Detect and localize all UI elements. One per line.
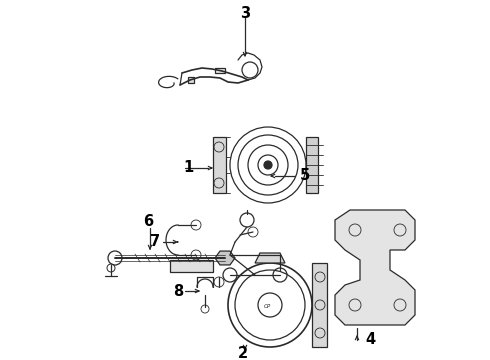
Text: 5: 5 [300, 168, 310, 184]
Text: 4: 4 [365, 333, 375, 347]
Text: CP: CP [264, 305, 270, 310]
Polygon shape [213, 137, 226, 193]
Text: 7: 7 [150, 234, 160, 249]
Polygon shape [255, 253, 285, 263]
Text: 3: 3 [240, 6, 250, 22]
Polygon shape [215, 68, 225, 73]
Polygon shape [188, 77, 194, 83]
Polygon shape [215, 251, 235, 265]
Text: 1: 1 [183, 161, 193, 175]
Polygon shape [335, 210, 415, 325]
Circle shape [264, 161, 272, 169]
Text: 2: 2 [238, 346, 248, 360]
Polygon shape [312, 263, 327, 347]
Polygon shape [170, 260, 213, 272]
Text: 6: 6 [143, 215, 153, 230]
Polygon shape [306, 137, 318, 193]
Text: 8: 8 [173, 284, 183, 298]
